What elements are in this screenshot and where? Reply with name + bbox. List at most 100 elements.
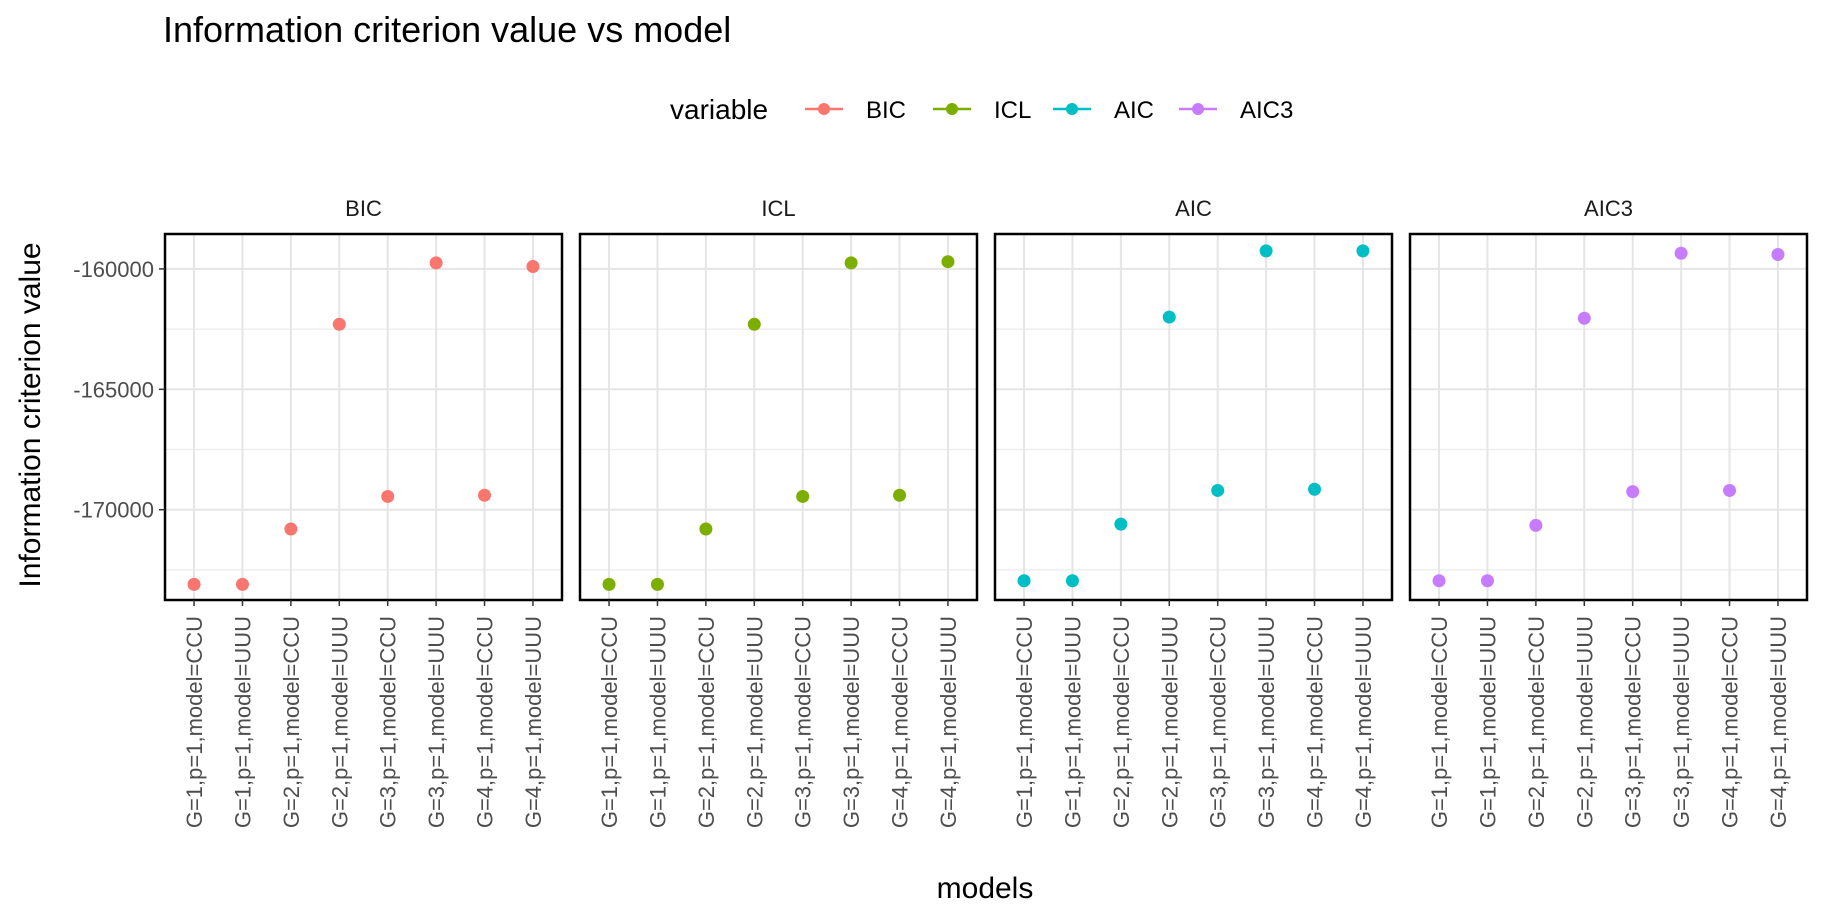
legend: variable BIC ICL AIC AIC3 (670, 94, 1293, 125)
x-tick-label: G=1,p=1,model=CCU (597, 616, 622, 828)
legend-item-aic3: AIC3 (1179, 97, 1293, 124)
legend-item-icl: ICL (933, 97, 1031, 124)
data-point-aic (1308, 482, 1322, 496)
facet-strip-label: AIC (1175, 196, 1212, 221)
facet-panel-aic3: AIC3 G=1,p=1,model=CCU G=1,p=1,model=UUU G=… (1408, 196, 1809, 828)
facet-panels: BIC G=1,p=1,model=CCU G=1,p=1,model=UUU G=2… (73, 196, 1809, 828)
x-tick-label: G=2,p=1,model=CCU (279, 616, 304, 828)
data-point-aic (1356, 244, 1370, 258)
legend-key-point (946, 103, 958, 115)
data-point-icl (602, 577, 616, 591)
x-tick-label: G=1,p=1,model=UUU (230, 616, 255, 828)
x-tick-label: G=3,p=1,model=UUU (1669, 616, 1694, 828)
panel-border (163, 232, 564, 602)
data-point-aic3 (1480, 574, 1494, 588)
x-tick-label: G=2,p=1,model=UUU (1572, 616, 1597, 828)
data-point-aic3 (1723, 483, 1737, 497)
legend-label: BIC (866, 97, 906, 124)
data-point-icl (747, 317, 761, 331)
data-point-aic3 (1529, 518, 1543, 532)
x-tick-label: G=4,p=1,model=UUU (1766, 616, 1791, 828)
legend-key-point (1192, 103, 1204, 115)
legend-key-point (818, 103, 830, 115)
data-point-icl (941, 255, 955, 269)
x-tick-label: G=3,p=1,model=CCU (1621, 616, 1646, 828)
y-axis-title: Information criterion value (14, 242, 47, 587)
facet-strip-label: ICL (761, 196, 795, 221)
x-tick-label: G=3,p=1,model=UUU (424, 616, 449, 828)
data-point-aic3 (1771, 247, 1785, 261)
facet-strip-label: BIC (345, 196, 382, 221)
facet-panel-bic: BIC G=1,p=1,model=CCU G=1,p=1,model=UUU G=2… (163, 196, 564, 828)
x-tick-label: G=3,p=1,model=UUU (1254, 616, 1279, 828)
data-point-icl (650, 577, 664, 591)
data-point-bic (526, 260, 540, 274)
facet-panel-icl: ICL G=1,p=1,model=CCU G=1,p=1,model=UUU G=2… (578, 196, 979, 828)
x-tick-label: G=4,p=1,model=CCU (473, 616, 498, 828)
x-tick-label: G=2,p=1,model=UUU (1157, 616, 1182, 828)
data-point-bic (332, 317, 346, 331)
x-tick-label: G=4,p=1,model=UUU (1351, 616, 1376, 828)
legend-key-point (1066, 103, 1078, 115)
x-axis-title: models (937, 872, 1034, 905)
x-tick-label: G=3,p=1,model=CCU (376, 616, 401, 828)
y-tick-label: -160000 (73, 257, 154, 282)
x-tick-label: G=4,p=1,model=CCU (1718, 616, 1743, 828)
x-tick-label: G=1,p=1,model=UUU (645, 616, 670, 828)
data-point-icl (699, 522, 713, 536)
data-point-aic3 (1674, 246, 1688, 260)
x-tick-label: G=1,p=1,model=CCU (1012, 616, 1037, 828)
x-tick-label: G=1,p=1,model=UUU (1475, 616, 1500, 828)
data-point-aic3 (1432, 574, 1446, 588)
legend-label: AIC (1114, 97, 1154, 124)
x-tick-label: G=4,p=1,model=CCU (888, 616, 913, 828)
x-tick-label: G=4,p=1,model=CCU (1303, 616, 1328, 828)
panel-border (1408, 232, 1809, 602)
facet-strip-label: AIC3 (1584, 196, 1633, 221)
x-tick-label: G=1,p=1,model=CCU (182, 616, 207, 828)
y-axis: -160000 -165000 -170000 (73, 257, 165, 523)
data-point-aic (1211, 483, 1225, 497)
x-tick-label: G=4,p=1,model=UUU (521, 616, 546, 828)
data-point-aic (1017, 574, 1031, 588)
x-tick-label: G=3,p=1,model=UUU (839, 616, 864, 828)
data-point-bic (429, 256, 443, 270)
data-point-icl (796, 489, 810, 503)
data-point-aic (1114, 517, 1128, 531)
data-point-bic (284, 522, 298, 536)
x-tick-label: G=2,p=1,model=CCU (1524, 616, 1549, 828)
legend-title: variable (670, 94, 768, 125)
y-tick-label: -165000 (73, 377, 154, 402)
data-point-bic (187, 577, 201, 591)
legend-label: ICL (994, 97, 1031, 124)
legend-item-bic: BIC (805, 97, 906, 124)
x-tick-label: G=2,p=1,model=UUU (742, 616, 767, 828)
x-tick-label: G=4,p=1,model=UUU (936, 616, 961, 828)
data-point-bic (235, 577, 249, 591)
data-point-aic (1259, 244, 1273, 258)
data-point-aic (1162, 310, 1176, 324)
data-point-bic (381, 489, 395, 503)
legend-item-aic: AIC (1053, 97, 1154, 124)
x-tick-label: G=1,p=1,model=CCU (1427, 616, 1452, 828)
chart-title: Information criterion value vs model (163, 9, 731, 50)
x-tick-label: G=2,p=1,model=CCU (694, 616, 719, 828)
data-point-aic (1065, 574, 1079, 588)
panel-border (993, 232, 1394, 602)
x-tick-label: G=3,p=1,model=CCU (1206, 616, 1231, 828)
x-tick-label: G=3,p=1,model=CCU (791, 616, 816, 828)
data-point-icl (893, 488, 907, 502)
facet-panel-aic: AIC G=1,p=1,model=CCU G=1,p=1,model=UUU G=2… (993, 196, 1394, 828)
y-tick-label: -170000 (73, 498, 154, 523)
data-point-aic3 (1626, 485, 1640, 499)
x-tick-label: G=2,p=1,model=CCU (1109, 616, 1134, 828)
legend-label: AIC3 (1240, 97, 1293, 124)
data-point-aic3 (1577, 311, 1591, 325)
data-point-icl (844, 256, 858, 270)
panel-border (578, 232, 979, 602)
x-tick-label: G=1,p=1,model=UUU (1060, 616, 1085, 828)
x-tick-label: G=2,p=1,model=UUU (327, 616, 352, 828)
data-point-bic (478, 488, 492, 502)
